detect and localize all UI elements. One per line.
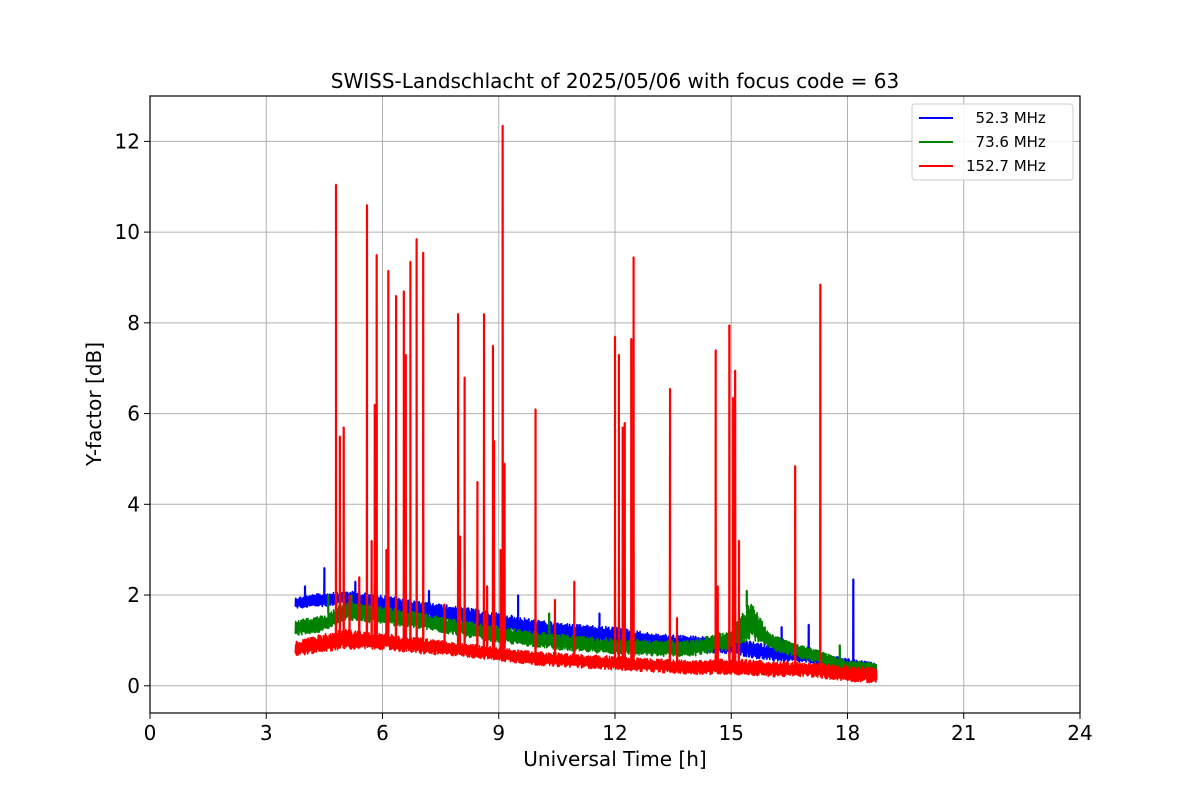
x-tick-label: 0 [144, 721, 157, 745]
x-tick-label: 15 [719, 721, 744, 745]
x-tick-label: 3 [260, 721, 273, 745]
series-layer [294, 124, 878, 684]
series-line [294, 589, 878, 678]
legend-box [911, 103, 1074, 181]
legend-entry-label: 152.7 MHz [966, 157, 1046, 175]
y-tick-label: 0 [127, 674, 140, 698]
x-tick-label: 6 [376, 721, 389, 745]
y-tick-label: 2 [127, 583, 140, 607]
y-tick-label: 12 [115, 129, 140, 153]
y-tick-label: 6 [127, 402, 140, 426]
y-tick-label: 8 [127, 311, 140, 335]
x-tick-label: 12 [602, 721, 627, 745]
y-tick-label: 10 [115, 220, 140, 244]
x-axis-label: Universal Time [h] [523, 747, 706, 771]
legend: 52.3 MHz 73.6 MHz 152.7 MHz [911, 103, 1074, 181]
y-axis-label: Y-factor [dB] [82, 342, 106, 467]
x-tick-label: 21 [951, 721, 976, 745]
chart-title: SWISS-Landschlacht of 2025/05/06 with fo… [331, 69, 899, 93]
legend-entry-label: 52.3 MHz [966, 109, 1046, 127]
x-tick-label: 18 [835, 721, 860, 745]
x-tick-label: 9 [492, 721, 505, 745]
legend-entry-label: 73.6 MHz [966, 133, 1046, 151]
series-line [294, 124, 878, 684]
y-tick-label: 4 [127, 492, 140, 516]
x-tick-label: 24 [1067, 721, 1092, 745]
